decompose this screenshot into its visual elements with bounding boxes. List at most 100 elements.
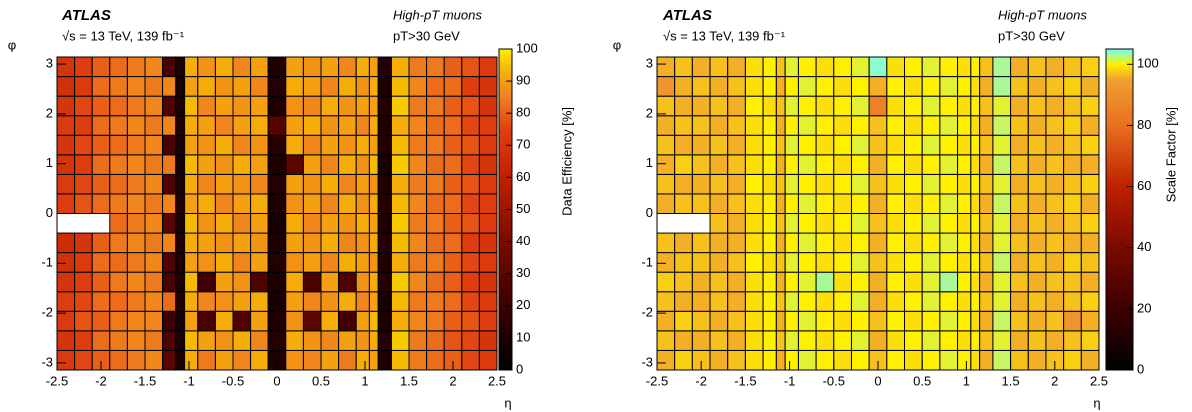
heat-cell [250, 330, 269, 351]
heat-cell [1080, 349, 1100, 371]
heat-cell [886, 115, 906, 136]
heat-cell [109, 213, 128, 234]
heat-cell [784, 271, 799, 293]
heat-cell [232, 213, 252, 234]
heat-cell [408, 134, 428, 156]
heat-cell [674, 134, 693, 156]
heat-cell [886, 310, 906, 332]
heat-cell [744, 154, 764, 175]
y-tick-label: 1 [646, 155, 653, 170]
x-tick-label: 1.5 [400, 373, 418, 388]
heat-cell [184, 56, 199, 78]
heat-cell [320, 154, 340, 175]
heat-cell [214, 56, 234, 78]
heat-cell [939, 115, 959, 136]
heat-cell [338, 173, 357, 195]
heat-cell [744, 115, 764, 136]
heat-cell [868, 134, 888, 156]
heat-cell [992, 173, 1012, 195]
heat-cell [727, 310, 746, 332]
heat-cell [408, 271, 428, 293]
heat-cell [109, 76, 128, 97]
y-tick-label: 3 [46, 56, 53, 71]
heat-cell [886, 330, 906, 351]
heat-cell [1010, 173, 1029, 195]
heat-cell [56, 154, 76, 175]
x-tick-label: -1 [784, 373, 796, 388]
heat-cell [74, 56, 93, 78]
heat-cell [408, 310, 428, 332]
heat-cell [797, 95, 817, 117]
heat-cell [744, 349, 764, 371]
heat-cell [674, 291, 693, 312]
heat-cell [162, 213, 177, 234]
heat-cell [285, 173, 304, 195]
heat-cell [162, 291, 177, 312]
heat-cell [184, 95, 199, 117]
heat-cell [408, 213, 428, 234]
heat-cell [868, 154, 888, 175]
heat-cell [144, 154, 164, 175]
heat-cell [656, 232, 676, 254]
x-axis-label: η [504, 395, 511, 410]
heat-cell [1080, 154, 1100, 175]
x-tick-label: -0.5 [823, 373, 845, 388]
heat-cell [850, 310, 870, 332]
heat-cell [144, 76, 164, 97]
heat-cell [970, 115, 981, 136]
annotation: High-pT muons [998, 7, 1087, 22]
heat-cell [175, 95, 186, 117]
heat-cell [992, 193, 1012, 215]
heat-cell [377, 330, 392, 351]
heat-cell [691, 252, 711, 273]
heat-cell [1063, 76, 1082, 97]
heat-cell [921, 115, 941, 136]
x-tick-label: 1 [963, 373, 970, 388]
heat-cell [691, 173, 711, 195]
y-tick-label: 2 [646, 105, 653, 120]
heat-cell [1045, 76, 1065, 97]
heat-cell [815, 271, 835, 293]
heat-cell [443, 232, 463, 254]
heat-cell [162, 95, 177, 117]
heat-cell [408, 115, 428, 136]
heat-cell [797, 193, 817, 215]
heat-cell [850, 95, 870, 117]
heat-cell [1080, 252, 1100, 273]
heat-cell [691, 134, 711, 156]
heat-cell [1063, 310, 1082, 332]
heat-cell [267, 330, 287, 351]
heat-cell [921, 95, 941, 117]
heat-cell [175, 76, 186, 97]
heat-cell [904, 56, 923, 78]
heat-cell [320, 330, 340, 351]
heat-cell [461, 330, 480, 351]
heat-cell [744, 134, 764, 156]
y-tick-label: -1 [41, 255, 53, 270]
heat-cell [302, 349, 322, 371]
heat-cell [1080, 310, 1100, 332]
heat-cell [285, 310, 304, 332]
heat-cell [214, 134, 234, 156]
heat-cell [762, 349, 777, 371]
heat-cell [1027, 95, 1047, 117]
heat-cell [970, 232, 981, 254]
heat-cell [815, 115, 835, 136]
heat-cell [904, 252, 923, 273]
heat-cell [162, 193, 177, 215]
heat-cell [970, 154, 981, 175]
heat-cell [267, 115, 287, 136]
heat-cell [656, 95, 676, 117]
heat-cell [461, 76, 480, 97]
heat-cell [775, 95, 786, 117]
heat-cell [775, 349, 786, 371]
heat-cell [162, 330, 177, 351]
heat-cell [979, 232, 994, 254]
heat-cell [797, 115, 817, 136]
heat-cell [784, 213, 799, 234]
heat-cell [377, 56, 392, 78]
heat-cell [1080, 134, 1100, 156]
heat-cell [1080, 330, 1100, 351]
heat-cell [850, 134, 870, 156]
heat-cell [775, 271, 786, 293]
